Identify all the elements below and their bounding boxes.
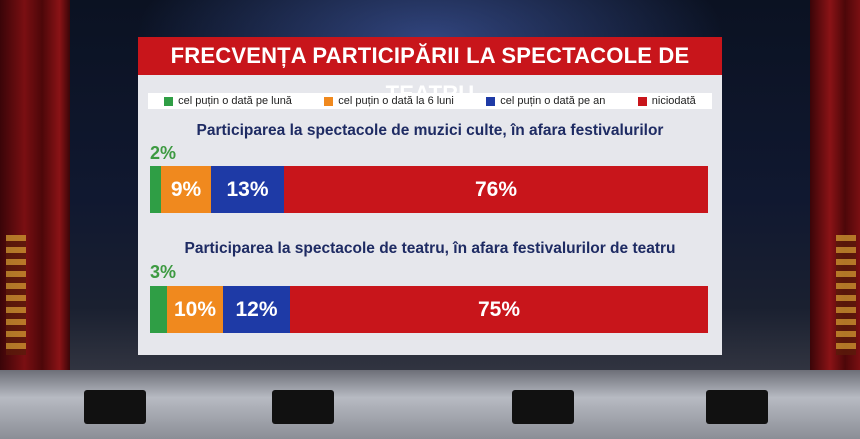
stacked-bar-row: 10% 12% 75% (150, 286, 708, 333)
bar-segment: 12% (223, 286, 290, 333)
stage-speaker (512, 390, 574, 424)
curtain-pattern-left (6, 235, 26, 355)
legend-label: cel puțin o dată pe an (500, 95, 606, 107)
bar-value-label: 10% (173, 297, 217, 321)
bar-segment: 75% (290, 286, 708, 333)
bar-value-label: 75% (477, 297, 521, 321)
curtain-pattern-right (836, 235, 856, 355)
chart-panel: FRECVENȚA PARTICIPĂRII LA SPECTACOLE DE … (138, 37, 722, 355)
chart-title: FRECVENȚA PARTICIPĂRII LA SPECTACOLE DE … (138, 37, 722, 106)
bar-value-label: 13% (226, 177, 269, 201)
bar-segment: 9% (161, 166, 211, 213)
legend-swatch (486, 96, 496, 106)
stacked-bar-row: 9% 13% 76% (150, 166, 708, 213)
legend-swatch (637, 96, 647, 106)
bar-category-label: Participarea la spectacole de teatru, în… (184, 240, 676, 257)
legend-label: cel puțin o dată la 6 luni (338, 95, 454, 107)
bar-segment (150, 286, 167, 333)
data-label-small: 3% (150, 262, 177, 282)
legend-label: niciodată (651, 95, 696, 107)
bar-segment: 13% (211, 166, 284, 213)
stage-speaker (706, 390, 768, 424)
legend-label: cel puțin o dată pe lună (178, 95, 292, 107)
legend-item: cel puțin o dată pe lună (164, 95, 292, 107)
bar-segment: 10% (167, 286, 223, 333)
stage-speaker (84, 390, 146, 424)
legend-item: niciodată (637, 95, 696, 107)
stage-speaker (272, 390, 334, 424)
legend-swatch (324, 96, 334, 106)
bar-value-label: 12% (235, 297, 278, 321)
bar-segment (150, 166, 161, 213)
legend-item: cel puțin o dată la 6 luni (324, 95, 454, 107)
bar-category-label: Participarea la spectacole de muzici cul… (196, 122, 664, 139)
legend-item: cel puțin o dată pe an (486, 95, 605, 107)
bar-value-label: 9% (170, 177, 202, 201)
bar-value-label: 76% (474, 177, 518, 201)
legend-swatch (164, 96, 174, 106)
data-label-small: 2% (150, 143, 177, 163)
bar-segment: 76% (284, 166, 708, 213)
legend: cel puțin o dată pe lună cel puțin o dat… (148, 93, 712, 109)
